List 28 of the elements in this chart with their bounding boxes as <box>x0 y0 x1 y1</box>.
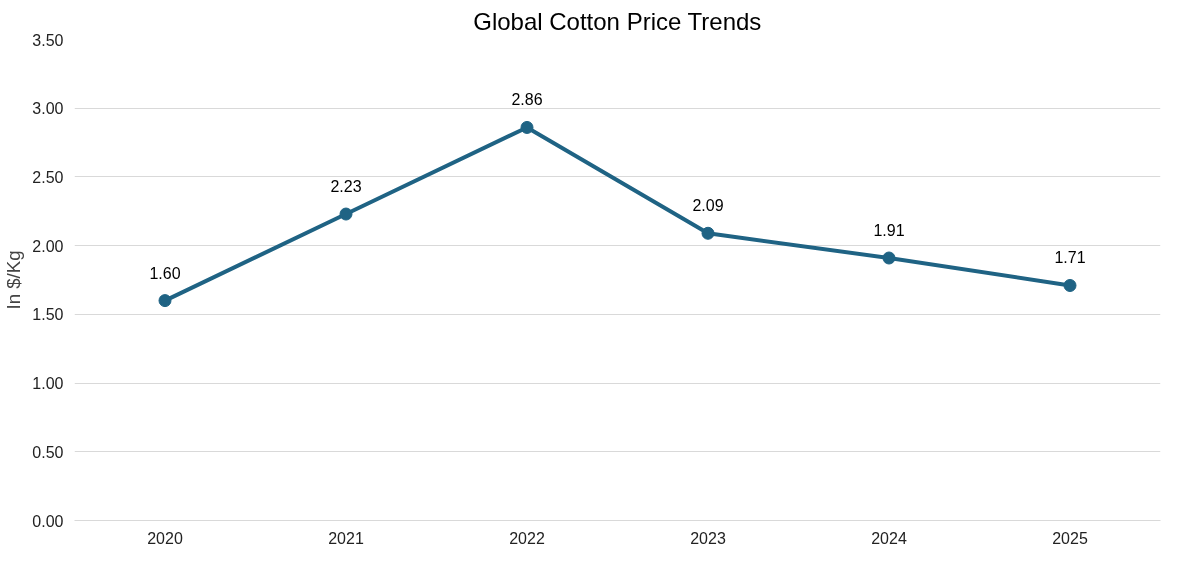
data-label: 1.91 <box>873 222 905 240</box>
data-label: 2.86 <box>511 91 543 109</box>
x-tick-label: 2023 <box>690 529 726 547</box>
point <box>339 207 353 221</box>
point <box>520 120 534 134</box>
y-tick-label: 3.50 <box>32 31 64 49</box>
x-tick-label: 2025 <box>1052 529 1088 547</box>
y-tick-label: 1.50 <box>32 306 64 324</box>
x-tick-label: 2021 <box>328 529 364 547</box>
data-label: 1.71 <box>1054 249 1086 267</box>
x-tick-label: 2020 <box>147 529 183 547</box>
y-tick-label: 0.00 <box>32 512 64 530</box>
point <box>1063 279 1077 292</box>
y-tick-label: 0.50 <box>32 443 64 461</box>
y-tick-label: 2.00 <box>32 237 64 255</box>
point <box>158 294 172 308</box>
y-tick-label: 3.00 <box>32 100 64 118</box>
x-tick-label: 2024 <box>871 529 907 547</box>
y-tick-label: 1.00 <box>32 375 64 393</box>
y-tick-label: 2.50 <box>32 168 64 186</box>
chart-title: Global Cotton Price Trends <box>473 7 762 35</box>
data-label: 2.23 <box>330 178 362 196</box>
point <box>882 251 896 265</box>
x-tick-label: 2022 <box>509 529 545 547</box>
data-label: 1.60 <box>149 264 181 282</box>
data-label: 2.09 <box>692 197 724 215</box>
y-axis-title: In $/Kg <box>3 250 25 310</box>
point <box>701 226 715 240</box>
